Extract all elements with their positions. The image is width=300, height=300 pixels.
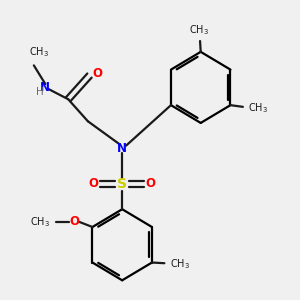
Text: CH$_3$: CH$_3$: [189, 23, 209, 37]
Text: H: H: [35, 88, 43, 98]
Text: O: O: [92, 68, 102, 80]
Text: CH$_3$: CH$_3$: [30, 215, 50, 229]
Text: CH$_3$: CH$_3$: [29, 45, 49, 58]
Text: S: S: [117, 177, 127, 191]
Text: N: N: [40, 81, 50, 94]
Text: O: O: [146, 177, 156, 190]
Text: CH$_3$: CH$_3$: [170, 257, 190, 271]
Text: O: O: [89, 177, 99, 190]
Text: O: O: [69, 215, 80, 228]
Text: CH$_3$: CH$_3$: [248, 102, 268, 116]
Text: N: N: [117, 142, 127, 155]
